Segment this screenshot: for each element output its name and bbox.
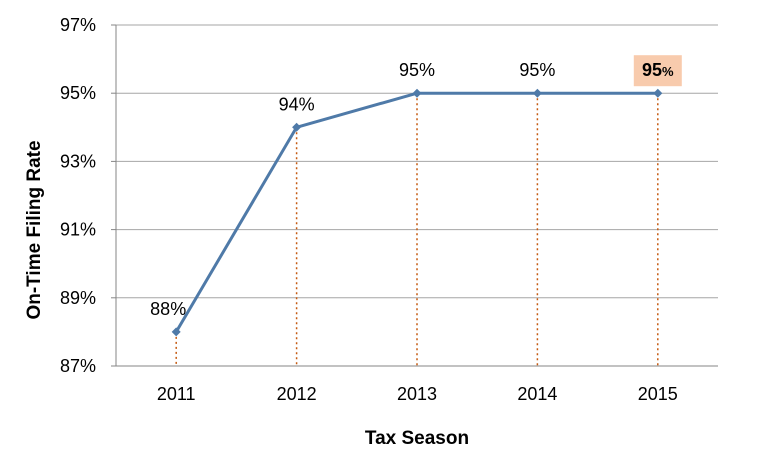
x-tick-label: 2012: [277, 384, 317, 404]
series-line: [171, 88, 663, 337]
y-tick-label: 87%: [60, 356, 96, 376]
data-label: 94%: [279, 94, 315, 114]
data-point: [171, 327, 181, 337]
drop-lines: [175, 93, 659, 366]
x-tick-label: 2011: [157, 384, 196, 404]
x-tick-label: 2015: [638, 384, 678, 404]
data-label: 95%: [642, 60, 674, 80]
y-tick-label: 89%: [60, 288, 96, 308]
data-label: 88%: [150, 299, 186, 319]
y-axis-title: On-Time Filing Rate: [24, 140, 45, 319]
y-tick-label: 97%: [60, 15, 96, 35]
x-tick-labels: 2011 2012 2013 2014 2015: [157, 384, 678, 404]
x-tick-label: 2014: [517, 384, 557, 404]
axes: [111, 24, 718, 367]
data-labels: 88% 94% 95% 95% 95%: [150, 55, 682, 319]
x-tick-label: 2013: [397, 384, 437, 404]
y-tick-labels: 87% 89% 91% 93% 95% 97%: [60, 15, 96, 376]
y-tick-label: 93%: [60, 151, 96, 171]
data-point: [292, 122, 302, 132]
highlight-box: [633, 55, 682, 87]
y-tick-label: 91%: [60, 220, 96, 240]
y-tick-label: 95%: [60, 83, 96, 103]
data-label: 95%: [519, 60, 555, 80]
data-label: 95%: [399, 60, 435, 80]
data-point: [532, 88, 542, 98]
data-point: [653, 88, 663, 98]
data-point: [412, 88, 422, 98]
x-axis-title: Tax Season: [365, 428, 469, 449]
